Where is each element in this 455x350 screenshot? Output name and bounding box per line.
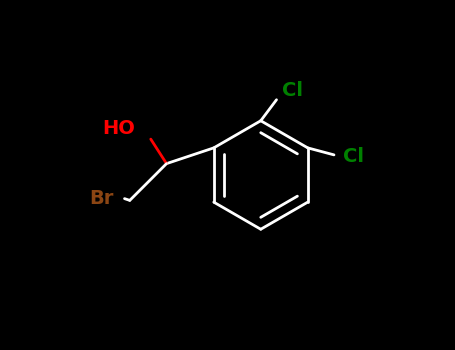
Text: HO: HO [102,119,135,138]
Text: Cl: Cl [282,82,303,100]
Text: Br: Br [90,189,114,208]
Text: Cl: Cl [343,147,364,166]
